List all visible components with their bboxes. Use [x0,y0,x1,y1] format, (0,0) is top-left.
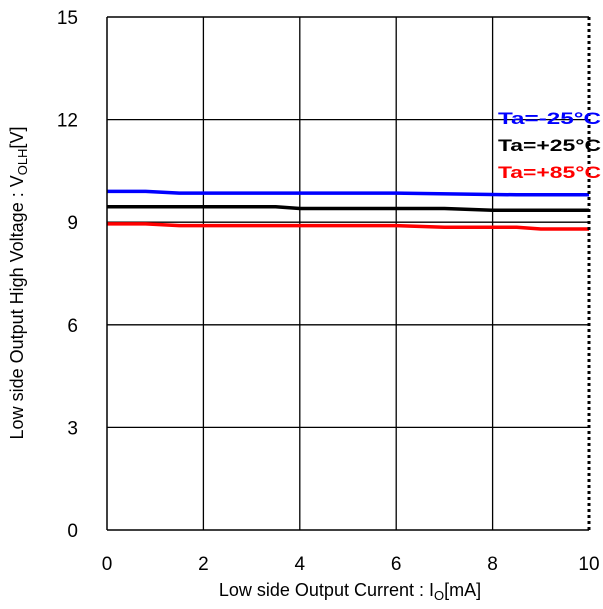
y-tick-label: 9 [67,213,78,234]
tick-labels: 0 2 4 6 8 10 0 3 6 9 12 15 [57,8,600,575]
x-axis-label: Low side Output Current : IO[mA] [219,580,481,603]
grid [107,17,589,530]
legend-entry: Ta=+25°C [498,136,601,155]
x-tick-label: 6 [391,554,402,575]
x-tick-label: 10 [578,554,599,575]
y-axis-label: Low side Output High Voltage : VOLH[V] [7,127,30,440]
x-tick-label: 0 [102,554,113,575]
y-tick-label: 12 [57,111,78,132]
x-tick-label: 8 [487,554,498,575]
series-line-2 [107,222,589,231]
series-line-1 [107,205,589,212]
y-tick-label: 0 [67,521,78,542]
series-lines [107,189,589,231]
plot-frame [106,16,591,531]
legend-entry: Ta=-25°C [498,109,601,128]
legend: Ta=-25°C Ta=+25°C Ta=+85°C [498,109,601,182]
y-tick-label: 3 [67,418,78,439]
legend-entry: Ta=+85°C [498,163,601,182]
y-tick-label: 15 [57,8,78,29]
x-tick-label: 4 [295,554,306,575]
x-tick-label: 2 [198,554,209,575]
y-tick-label: 6 [67,316,78,337]
series-line-0 [107,189,589,197]
